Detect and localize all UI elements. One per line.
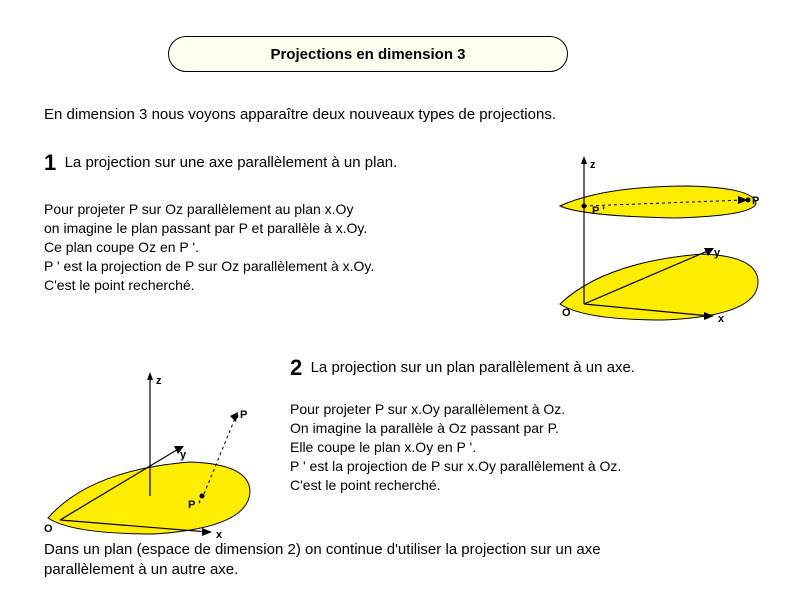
label-x-2: x bbox=[216, 529, 223, 538]
section1-line: C'est le point recherché. bbox=[44, 277, 195, 293]
label-o: O bbox=[562, 307, 571, 319]
section1-line: on imagine le plan passant par P et para… bbox=[44, 220, 367, 236]
section1-line: Pour projeter P sur Oz parallèlement au … bbox=[44, 201, 353, 217]
conclusion-line: Dans un plan (espace de dimension 2) on … bbox=[44, 541, 601, 558]
label-z-2: z bbox=[156, 375, 162, 387]
section2-line: Elle coupe le plan x.Oy en P '. bbox=[290, 439, 476, 455]
label-p-prime-2: P ' bbox=[188, 499, 201, 511]
section2-line: P ' est la projection de P sur x.Oy para… bbox=[290, 458, 621, 474]
label-p-2: P bbox=[240, 409, 247, 421]
section1-heading: 1 La projection sur une axe parallèlemen… bbox=[44, 150, 397, 176]
section2-heading: 2 La projection sur un plan parallèlemen… bbox=[290, 355, 635, 381]
label-o-2: O bbox=[44, 523, 53, 535]
section2-line: On imagine la parallèle à Oz passant par… bbox=[290, 420, 559, 436]
section1-line: P ' est la projection de P sur Oz parall… bbox=[44, 258, 374, 274]
plane-xoy bbox=[560, 254, 758, 320]
section2-line: C'est le point recherché. bbox=[290, 477, 441, 493]
section2-number: 2 bbox=[290, 355, 302, 381]
section1-heading-text: La projection sur une axe parallèlement … bbox=[65, 154, 398, 171]
section1-number: 1 bbox=[44, 150, 56, 176]
plane-upper bbox=[560, 186, 756, 218]
page-title: Projections en dimension 3 bbox=[168, 36, 568, 72]
conclusion: Dans un plan (espace de dimension 2) on … bbox=[44, 540, 601, 579]
label-p-prime: P ' bbox=[592, 205, 605, 217]
arrow-x-2 bbox=[202, 528, 212, 536]
title-text: Projections en dimension 3 bbox=[270, 46, 465, 63]
point-p bbox=[746, 198, 751, 203]
label-y: y bbox=[714, 247, 721, 259]
figure-1: z y x O P ' P bbox=[554, 156, 764, 324]
section1-line: Ce plan coupe Oz en P '. bbox=[44, 239, 199, 255]
section2-body: Pour projeter P sur x.Oy parallèlement à… bbox=[290, 400, 621, 494]
section2-line: Pour projeter P sur x.Oy parallèlement à… bbox=[290, 401, 565, 417]
label-z: z bbox=[590, 159, 596, 171]
plane-xoy-2 bbox=[48, 462, 250, 534]
figure-2: z y x O P P ' bbox=[40, 366, 256, 538]
label-y-2: y bbox=[180, 449, 187, 461]
arrow-z-2 bbox=[147, 372, 153, 380]
section1-body: Pour projeter P sur Oz parallèlement au … bbox=[44, 200, 374, 294]
conclusion-line: parallèlement à un autre axe. bbox=[44, 561, 238, 578]
section2-heading-text: La projection sur un plan parallèlement … bbox=[311, 359, 635, 376]
intro-text: En dimension 3 nous voyons apparaître de… bbox=[44, 106, 556, 123]
arrow-z bbox=[581, 156, 587, 164]
label-p: P bbox=[752, 195, 759, 207]
point-p-prime-2 bbox=[200, 494, 205, 499]
label-x: x bbox=[718, 313, 725, 324]
